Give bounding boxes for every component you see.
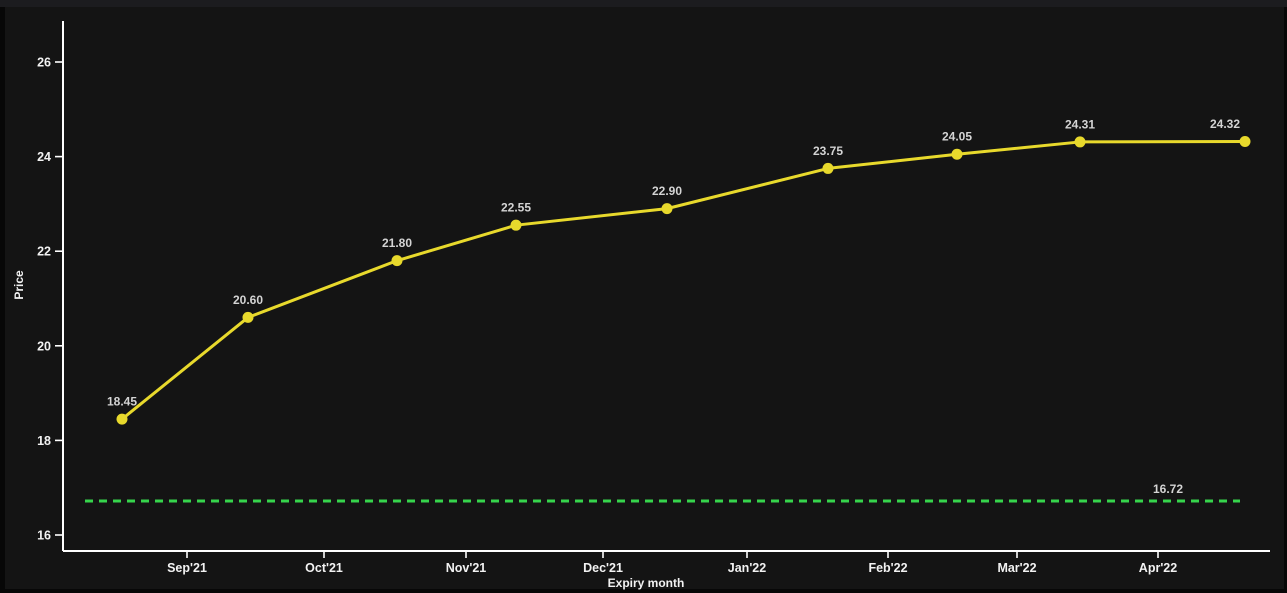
y-tick-label: 18	[37, 434, 51, 448]
data-point-marker	[116, 413, 128, 425]
y-tick-label: 26	[37, 56, 51, 70]
data-point-marker	[1074, 136, 1086, 148]
data-point-marker	[822, 162, 834, 174]
y-axis-title: Price	[12, 270, 26, 300]
data-point-marker	[951, 148, 963, 160]
x-tick-label: Oct'21	[305, 561, 343, 575]
data-point-value-label: 24.32	[1210, 117, 1240, 131]
data-point-marker	[391, 255, 403, 267]
data-point-markers	[116, 135, 1251, 425]
data-point-value-label: 23.75	[813, 144, 843, 158]
y-tick-label: 24	[37, 150, 51, 164]
x-axis-ticks: Sep'21 Oct'21 Nov'21 Dec'21 Jan'22 Feb'22 Mar'…	[167, 551, 1177, 575]
chart-background	[5, 7, 1284, 589]
x-tick-label: Nov'21	[446, 561, 487, 575]
window-top-strip	[0, 0, 1287, 7]
price-series-line	[121, 139, 1246, 421]
x-tick-label: Apr'22	[1139, 561, 1177, 575]
x-tick-label: Sep'21	[167, 561, 207, 575]
data-point-marker	[242, 311, 254, 323]
data-point-value-label: 21.80	[382, 236, 412, 250]
x-tick-label: Jan'22	[728, 561, 766, 575]
x-axis-title: Expiry month	[608, 576, 685, 590]
data-point-marker	[510, 219, 522, 231]
data-point-value-label: 18.45	[107, 395, 137, 409]
x-tick-label: Feb'22	[868, 561, 907, 575]
data-point-value-label: 22.90	[652, 184, 682, 198]
x-tick-label: Mar'22	[997, 561, 1036, 575]
data-point-value-label: 22.55	[501, 201, 531, 215]
data-point-marker	[1239, 135, 1251, 147]
y-tick-label: 20	[37, 339, 51, 353]
y-tick-label: 16	[37, 529, 51, 543]
data-point-marker	[661, 203, 673, 215]
data-point-labels: 18.45 20.60 21.80 22.55 22.90 23.75 24.05 24.31…	[107, 117, 1240, 409]
y-tick-label: 22	[37, 245, 51, 259]
x-tick-label: Dec'21	[583, 561, 623, 575]
reference-line-label: 16.72	[1153, 482, 1183, 496]
data-point-value-label: 20.60	[233, 293, 263, 307]
data-point-value-label: 24.05	[942, 130, 972, 144]
y-axis-ticks: 26 24 22 20 18 16	[37, 56, 63, 543]
data-point-value-label: 24.31	[1065, 117, 1095, 131]
